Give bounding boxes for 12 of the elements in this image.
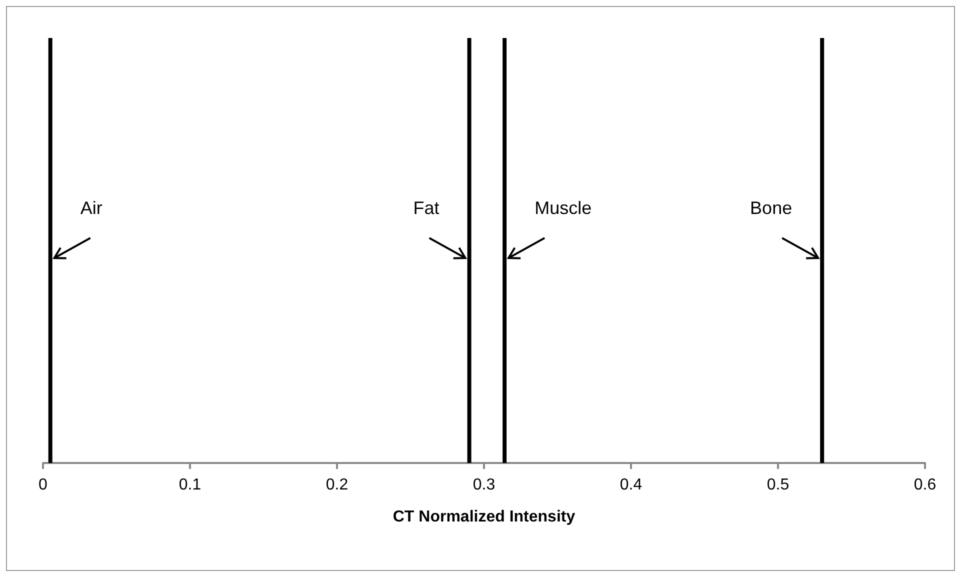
x-tick-label: 0.4 [620, 476, 642, 494]
x-tick-label: 0.1 [178, 476, 202, 494]
series-label: Muscle [534, 198, 592, 218]
x-tick-label: 0.6 [914, 476, 936, 494]
x-tick-label: 0.3 [472, 476, 496, 494]
series-label: Fat [413, 198, 440, 218]
x-tick-label: 0 [38, 476, 48, 494]
series-label: Air [80, 198, 102, 218]
x-tick-label: 0.5 [766, 476, 790, 494]
series-label: Bone [750, 198, 792, 218]
x-tick-label: 0.2 [326, 476, 348, 494]
x-axis-title: CT Normalized Intensity [392, 508, 576, 526]
